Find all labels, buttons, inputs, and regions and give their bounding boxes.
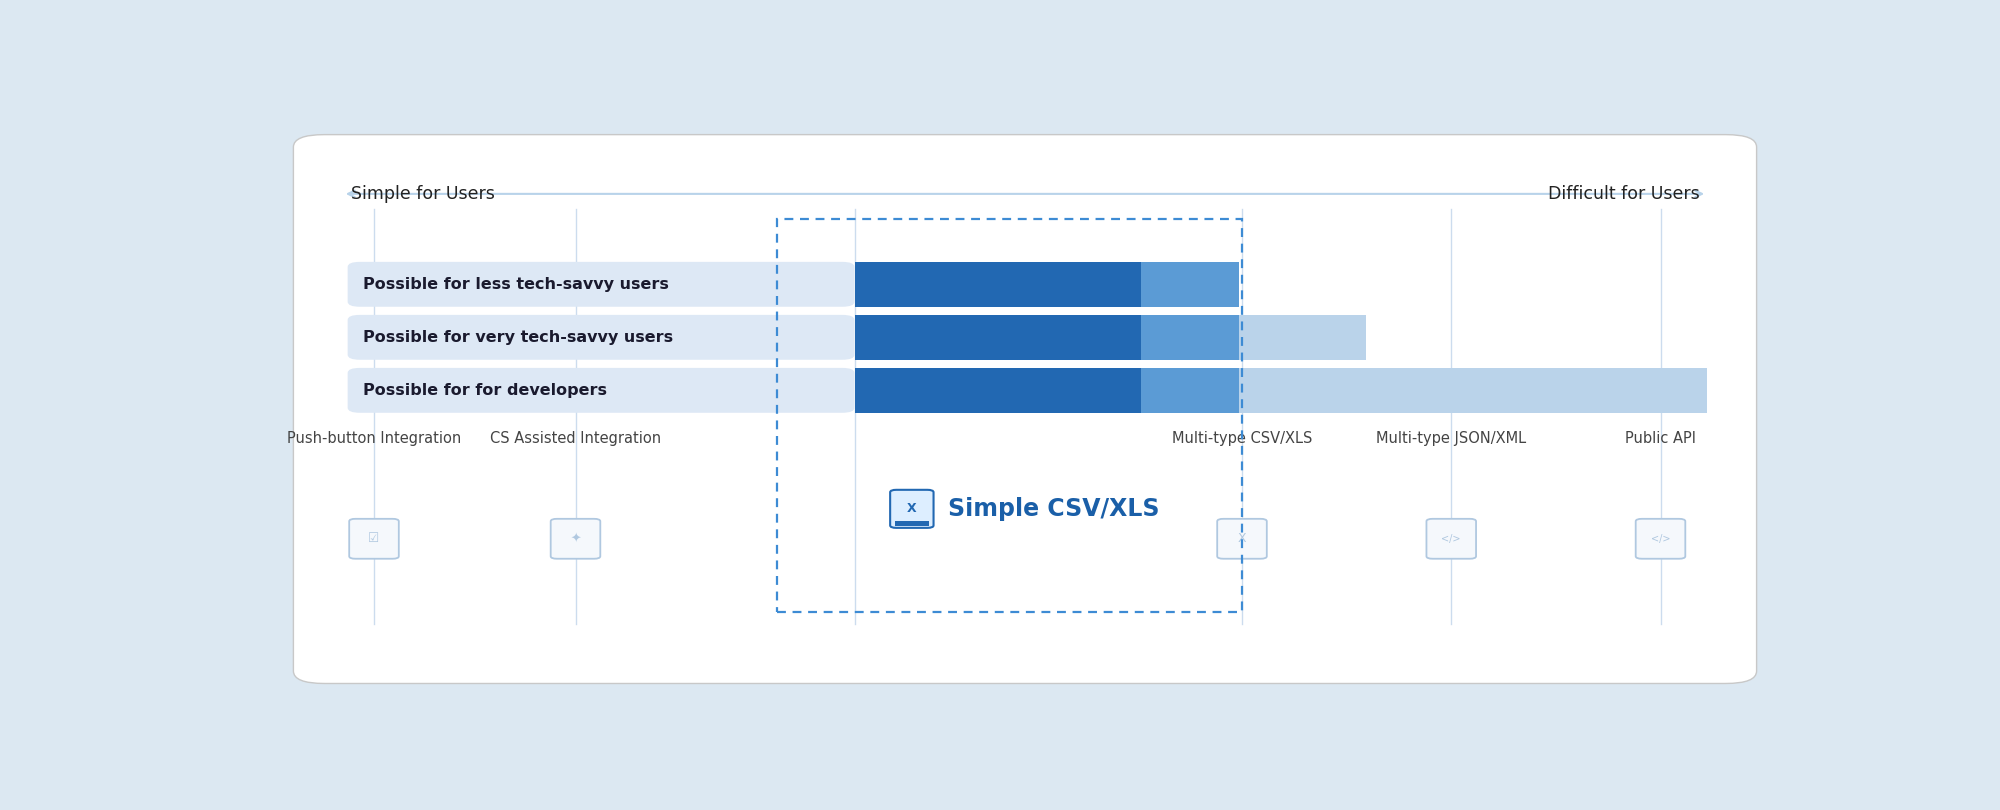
Text: Possible for very tech-savvy users: Possible for very tech-savvy users [364,330,674,345]
FancyBboxPatch shape [294,134,1756,684]
FancyBboxPatch shape [890,490,934,528]
Text: Simple for Users: Simple for Users [350,185,494,202]
Text: Push-button Integration: Push-button Integration [286,431,462,446]
Bar [854,262,1238,307]
Text: </>: </> [1650,534,1670,544]
FancyBboxPatch shape [1426,519,1476,559]
FancyBboxPatch shape [1636,519,1686,559]
Bar [894,521,928,526]
Bar [1142,368,1238,413]
FancyBboxPatch shape [348,315,854,360]
Bar [854,315,1142,360]
Text: Multi-type JSON/XML: Multi-type JSON/XML [1376,431,1526,446]
FancyBboxPatch shape [550,519,600,559]
FancyBboxPatch shape [348,262,854,307]
Text: CS Assisted Integration: CS Assisted Integration [490,431,662,446]
Bar [854,262,1142,307]
Bar [776,219,1242,612]
Bar [854,315,1366,360]
Bar [854,368,1142,413]
Text: Simple CSV/XLS: Simple CSV/XLS [948,497,1160,521]
Text: ✦: ✦ [570,532,580,545]
Text: ☑: ☑ [368,532,380,545]
Text: Public API: Public API [1624,431,1696,446]
FancyBboxPatch shape [348,368,854,413]
FancyBboxPatch shape [350,519,398,559]
Bar [1142,315,1238,360]
Text: Difficult for Users: Difficult for Users [1548,185,1700,202]
Bar [854,368,1708,413]
FancyBboxPatch shape [1218,519,1266,559]
Text: X: X [908,502,916,515]
Text: Possible for for developers: Possible for for developers [364,383,608,398]
Text: Multi-type CSV/XLS: Multi-type CSV/XLS [1172,431,1312,446]
Text: </>: </> [1442,534,1460,544]
Bar [1142,262,1238,307]
Text: X: X [1238,532,1246,545]
Text: Possible for less tech-savvy users: Possible for less tech-savvy users [364,277,670,292]
